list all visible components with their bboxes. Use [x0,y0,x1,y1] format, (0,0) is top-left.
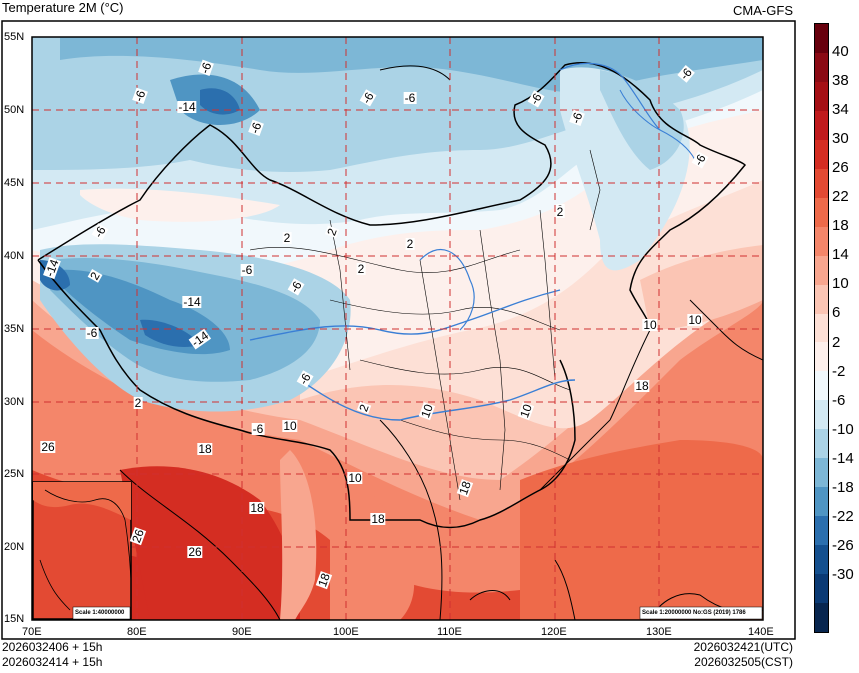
lat-label: 55N [4,31,25,43]
colorbar-label: -22 [832,507,854,525]
colorbar-label: 40 [832,43,849,61]
figure-border [1,20,796,640]
colorbar-label: -30 [832,565,854,583]
graticule [32,37,763,620]
contour-label: 18 [249,501,265,515]
lon-label: 120E [541,626,567,638]
colorbar-label: 34 [832,101,849,119]
colorbar-swatch [815,429,828,459]
boundaries [37,62,763,620]
contour-label: 10 [687,313,703,327]
valid-time-utc: 2026032421(UTC) [693,640,793,654]
contour-label: 10 [347,471,363,485]
contour-label: 10 [642,318,658,332]
colorbar-swatch [815,284,828,314]
contour-label: 10 [282,419,298,433]
contour-label: 2 [282,231,292,245]
colorbar-label: 14 [832,246,849,264]
colorbar-swatch [815,371,828,401]
lat-label: 15N [4,613,25,625]
lon-label: 70E [22,626,42,638]
colorbar-swatch [815,168,828,198]
lon-label: 130E [646,626,672,638]
contour-label: 2 [405,237,415,251]
lat-label: 20N [4,541,25,553]
temperature-map [1,20,796,640]
colorbar-swatch [815,24,828,53]
inset-scale-label: Scale 1:40000000 [75,610,125,616]
colorbar-swatch [815,139,828,169]
contour-label: 2 [133,396,143,410]
colorbar-swatch [815,400,828,430]
colorbar-label: 18 [832,217,849,235]
lat-label: 25N [4,468,25,480]
lat-label: 35N [4,323,25,335]
valid-time-cst: 2026032505(CST) [694,655,793,669]
colorbar-label: 22 [832,188,849,206]
colorbar-swatch [815,81,828,111]
colorbar-swatch [815,255,828,285]
contour-label: -6 [85,326,99,340]
init-time-2: 2026032414 + 15h [2,655,103,669]
contour-label: 2 [555,205,565,219]
init-time-1: 2026032406 + 15h [2,640,103,654]
lon-label: 80E [127,626,147,638]
contour-label: 26 [187,545,203,559]
colorbar-label: -14 [832,449,854,467]
main-scale-label: Scale 1:20000000 No:GS (2019) 1786 [642,610,746,616]
lat-label: 40N [4,250,25,262]
lon-label: 110E [437,626,462,638]
colorbar-label: -26 [832,536,854,554]
colorbar-label: 26 [832,159,849,177]
colorbar-swatch [815,574,828,604]
lat-label: 45N [4,177,25,189]
south-china-sea-inset [32,481,132,620]
colorbar-swatch [815,458,828,488]
colorbar-swatch [815,226,828,256]
colorbar-swatch [815,487,828,517]
lat-label: 30N [4,396,25,408]
map-frame [31,36,764,621]
lon-label: 140E [748,626,774,638]
main-scale-box [639,606,763,620]
contour-label: 18 [634,379,650,393]
temperature-field [32,37,763,620]
contour-label: -6 [240,263,254,277]
contour-label: -14 [182,295,202,309]
colorbar-swatch [815,603,828,633]
lon-label: 90E [232,626,252,638]
colorbar-label: -10 [832,420,854,438]
contour-label: 18 [370,512,386,526]
lon-label: 100E [333,626,359,638]
colorbar [814,23,829,633]
colorbar-label: -6 [832,391,846,409]
colorbar-swatch [815,516,828,546]
colorbar-label: -18 [832,478,854,496]
colorbar-label: 6 [832,304,841,322]
colorbar-swatch [815,52,828,82]
contour-label: -6 [251,422,265,436]
colorbar-swatch [815,197,828,227]
contour-label: 2 [356,262,366,276]
lat-label: 50N [4,104,25,116]
colorbar-label: -2 [832,362,846,380]
contour-label: -6 [403,91,417,105]
contour-label: -14 [177,100,197,114]
contour-label: 26 [40,440,56,454]
contour-label: 18 [197,442,213,456]
colorbar-label: 38 [832,72,849,90]
colorbar-swatch [815,342,828,372]
colorbar-swatch [815,110,828,140]
colorbar-label: 30 [832,130,849,148]
colorbar-label: 2 [832,333,841,351]
colorbar-swatch [815,313,828,343]
colorbar-swatch [815,545,828,575]
chart-title: Temperature 2M (°C) [2,0,124,15]
model-source: CMA-GFS [733,3,793,18]
colorbar-label: 10 [832,275,849,293]
